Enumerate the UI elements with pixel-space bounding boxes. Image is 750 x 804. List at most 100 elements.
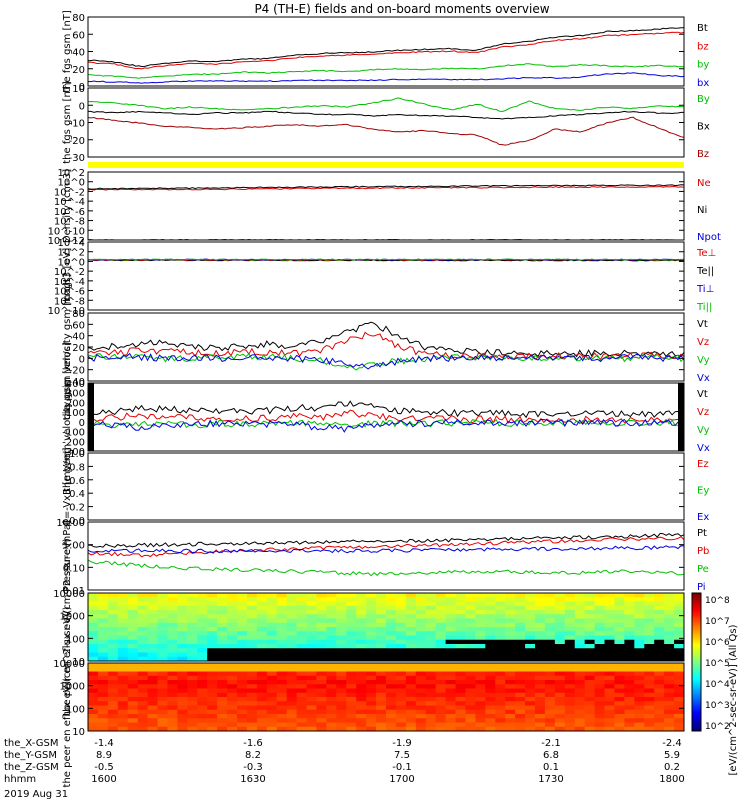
heatmap-cell — [654, 680, 665, 685]
heatmap-cell — [395, 675, 407, 681]
ytick-label: 10^-4 — [54, 197, 85, 208]
heatmap-cell — [475, 627, 486, 632]
heatmap-cell — [107, 618, 119, 624]
heatmap-cell — [376, 652, 387, 658]
heatmap-cell — [256, 631, 268, 636]
heatmap-cell — [525, 597, 536, 602]
heatmap-cell — [237, 593, 248, 598]
heatmap-cell — [544, 610, 556, 615]
heatmap-cell — [525, 684, 536, 689]
heatmap-cell — [395, 622, 407, 628]
heatmap-cell — [127, 605, 139, 611]
heatmap-cell — [336, 631, 347, 636]
heatmap-cell — [415, 631, 427, 636]
heatmap-cell — [88, 684, 99, 689]
heatmap-cell — [624, 639, 635, 645]
heatmap-cell — [664, 688, 675, 694]
colorbar-segment — [692, 625, 701, 628]
heatmap-cell — [574, 622, 586, 628]
heatmap-cell — [316, 722, 327, 728]
ytick-label: 0 — [79, 354, 85, 365]
heatmap-cell — [227, 671, 238, 677]
heatmap-cell — [505, 644, 516, 649]
heatmap-cell — [266, 644, 278, 649]
ytick-label: 100 — [66, 408, 85, 419]
heatmap-cell — [286, 644, 298, 649]
heatmap-cell — [654, 688, 665, 694]
heatmap-cell — [584, 605, 596, 611]
heatmap-cell — [117, 718, 129, 723]
heatmap-cell — [266, 667, 278, 672]
heatmap-cell — [604, 705, 615, 711]
heatmap-cell — [97, 722, 109, 728]
heatmap-cell — [386, 631, 397, 636]
heatmap-cell — [127, 597, 139, 602]
heatmap-cell — [127, 644, 139, 649]
heatmap-cell — [227, 635, 238, 641]
heatmap-cell — [366, 597, 377, 602]
heatmap-cell — [554, 663, 566, 668]
series-line-Pe — [87, 559, 685, 577]
heatmap-cell — [475, 639, 486, 645]
heatmap-cell — [485, 705, 496, 711]
heatmap-cell — [88, 614, 99, 619]
heatmap-cell — [515, 684, 526, 689]
heatmap-cell — [495, 692, 506, 698]
heatmap-cell — [147, 631, 159, 636]
heatmap-cell — [455, 663, 466, 668]
heatmap-cell — [88, 705, 99, 711]
heatmap-cell — [485, 622, 496, 628]
heatmap-cell — [197, 652, 208, 658]
heatmap-cell — [127, 709, 139, 715]
colorbar-segment — [692, 708, 701, 711]
heatmap-cell — [246, 618, 258, 624]
heatmap-cell — [187, 605, 198, 611]
heatmap-cell — [465, 652, 476, 658]
heatmap-cell — [187, 684, 198, 689]
heatmap-cell — [127, 614, 139, 619]
heatmap-cell — [157, 701, 168, 706]
heatmap-cell — [515, 688, 526, 694]
heatmap-cell — [167, 597, 178, 602]
heatmap-cell — [495, 714, 506, 719]
heatmap-cell — [525, 680, 536, 685]
heatmap-cell — [544, 618, 556, 624]
heatmap-cell — [634, 639, 645, 645]
heatmap-cell — [107, 627, 119, 632]
heatmap-cell — [296, 622, 308, 628]
heatmap-cell — [117, 601, 129, 607]
heatmap-cell — [515, 667, 526, 672]
heatmap-cell — [117, 680, 129, 685]
heatmap-cell — [584, 663, 596, 668]
heatmap-cell — [157, 622, 168, 628]
heatmap-cell — [614, 680, 625, 685]
heatmap-cell — [256, 726, 268, 732]
heatmap-cell — [624, 663, 635, 668]
status-bar — [88, 162, 684, 168]
heatmap-cell — [246, 718, 258, 723]
heatmap-cell — [505, 718, 516, 723]
heatmap-cell — [525, 726, 536, 732]
heatmap-cell — [376, 701, 387, 706]
heatmap-cell — [316, 631, 327, 636]
heatmap-cell — [147, 622, 159, 628]
heatmap-cell — [554, 718, 566, 723]
heatmap-cell — [137, 671, 149, 677]
heatmap-cell — [614, 635, 625, 641]
heatmap-cell — [445, 663, 457, 668]
heatmap-cell — [386, 614, 397, 619]
heatmap-cell — [624, 631, 635, 636]
heatmap-cell — [336, 667, 347, 672]
ephem-value: 7.5 — [394, 750, 410, 761]
heatmap-cell — [525, 614, 536, 619]
heatmap-cell — [455, 635, 466, 641]
heatmap-cell — [614, 722, 625, 728]
heatmap-cell — [614, 663, 625, 668]
heatmap-cell — [366, 671, 377, 677]
legend-entry: Npot — [697, 232, 721, 243]
heatmap-cell — [544, 597, 556, 602]
heatmap-cell — [664, 627, 675, 632]
heatmap-cell — [356, 709, 367, 715]
heatmap-cell — [316, 701, 327, 706]
heatmap-cell — [574, 639, 586, 645]
